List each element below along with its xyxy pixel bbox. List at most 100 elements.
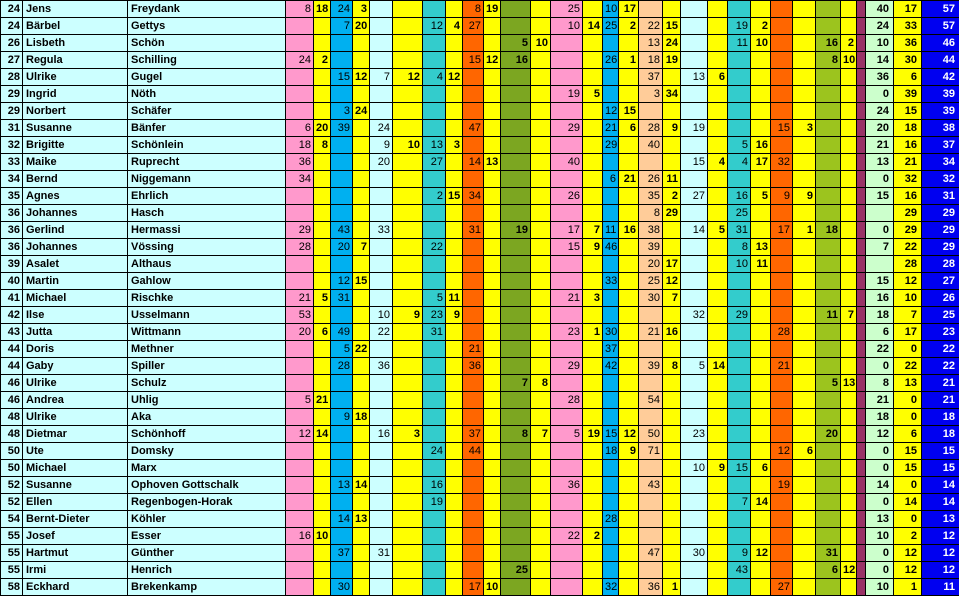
- round-score-cell[interactable]: [583, 154, 603, 171]
- round-score-cell[interactable]: [446, 273, 463, 290]
- round-score-cell[interactable]: [393, 494, 423, 511]
- round-score-cell[interactable]: [423, 256, 446, 273]
- total-points1-cell[interactable]: 10: [866, 35, 894, 52]
- round-score-cell[interactable]: [708, 18, 728, 35]
- round-score-cell[interactable]: [446, 375, 463, 392]
- round-score-cell[interactable]: [619, 528, 639, 545]
- total-sum-cell[interactable]: 21: [922, 392, 959, 409]
- round-score-cell[interactable]: [728, 358, 751, 375]
- round-score-cell[interactable]: [423, 103, 446, 120]
- round-score-cell[interactable]: [501, 409, 531, 426]
- round-score-cell[interactable]: [286, 35, 314, 52]
- round-score-cell[interactable]: [663, 511, 681, 528]
- rank-cell[interactable]: 40: [1, 273, 23, 290]
- round-score-cell[interactable]: [423, 409, 446, 426]
- round-score-cell[interactable]: [619, 273, 639, 290]
- round-score-cell[interactable]: 3: [331, 103, 353, 120]
- last-name-cell[interactable]: Henrich: [128, 562, 286, 579]
- total-points2-cell[interactable]: 29: [894, 222, 922, 239]
- round-score-cell[interactable]: [531, 222, 551, 239]
- round-score-cell[interactable]: [619, 545, 639, 562]
- round-score-cell[interactable]: [501, 188, 531, 205]
- round-score-cell[interactable]: [286, 460, 314, 477]
- total-sum-cell[interactable]: 15: [922, 460, 959, 477]
- round-score-cell[interactable]: [816, 324, 841, 341]
- round-score-cell[interactable]: [314, 375, 331, 392]
- round-score-cell[interactable]: [531, 358, 551, 375]
- round-score-cell[interactable]: [484, 511, 501, 528]
- rank-cell[interactable]: 44: [1, 358, 23, 375]
- round-score-cell[interactable]: [501, 528, 531, 545]
- round-score-cell[interactable]: [771, 205, 793, 222]
- round-score-cell[interactable]: [463, 137, 484, 154]
- round-score-cell[interactable]: [446, 392, 463, 409]
- total-points2-cell[interactable]: 0: [894, 477, 922, 494]
- round-score-cell[interactable]: [841, 545, 857, 562]
- total-sum-cell[interactable]: 21: [922, 375, 959, 392]
- round-score-cell[interactable]: [619, 375, 639, 392]
- round-score-cell[interactable]: [531, 460, 551, 477]
- round-score-cell[interactable]: 35: [639, 188, 663, 205]
- round-score-cell[interactable]: 19: [501, 222, 531, 239]
- round-score-cell[interactable]: [393, 171, 423, 188]
- rank-cell[interactable]: 52: [1, 477, 23, 494]
- total-points2-cell[interactable]: 0: [894, 409, 922, 426]
- round-score-cell[interactable]: [728, 273, 751, 290]
- round-score-cell[interactable]: 9: [663, 120, 681, 137]
- round-score-cell[interactable]: [446, 460, 463, 477]
- total-points2-cell[interactable]: 6: [894, 426, 922, 443]
- round-score-cell[interactable]: 16: [423, 477, 446, 494]
- total-points1-cell[interactable]: 0: [866, 443, 894, 460]
- round-score-cell[interactable]: [793, 171, 816, 188]
- round-score-cell[interactable]: [370, 562, 393, 579]
- round-score-cell[interactable]: 32: [681, 307, 708, 324]
- total-points2-cell[interactable]: 22: [894, 239, 922, 256]
- round-score-cell[interactable]: 18: [603, 443, 619, 460]
- first-name-cell[interactable]: Doris: [23, 341, 128, 358]
- round-score-cell[interactable]: [619, 494, 639, 511]
- last-name-cell[interactable]: Ophoven Gottschalk: [128, 477, 286, 494]
- round-score-cell[interactable]: [314, 154, 331, 171]
- total-points1-cell[interactable]: 0: [866, 86, 894, 103]
- total-points2-cell[interactable]: 17: [894, 1, 922, 18]
- round-score-cell[interactable]: [603, 545, 619, 562]
- round-score-cell[interactable]: [816, 290, 841, 307]
- round-score-cell[interactable]: [841, 205, 857, 222]
- round-score-cell[interactable]: [619, 392, 639, 409]
- round-score-cell[interactable]: [708, 324, 728, 341]
- total-points1-cell[interactable]: 0: [866, 358, 894, 375]
- round-score-cell[interactable]: [771, 545, 793, 562]
- round-score-cell[interactable]: [370, 273, 393, 290]
- round-score-cell[interactable]: [331, 171, 353, 188]
- round-score-cell[interactable]: 19: [771, 477, 793, 494]
- total-points2-cell[interactable]: 28: [894, 256, 922, 273]
- total-points1-cell[interactable]: 20: [866, 120, 894, 137]
- round-score-cell[interactable]: [531, 290, 551, 307]
- round-score-cell[interactable]: [793, 545, 816, 562]
- round-score-cell[interactable]: 16: [751, 137, 771, 154]
- round-score-cell[interactable]: [583, 35, 603, 52]
- round-score-cell[interactable]: [619, 324, 639, 341]
- round-score-cell[interactable]: 27: [463, 18, 484, 35]
- first-name-cell[interactable]: Eckhard: [23, 579, 128, 596]
- first-name-cell[interactable]: Johannes: [23, 239, 128, 256]
- round-score-cell[interactable]: [708, 256, 728, 273]
- round-score-cell[interactable]: [841, 528, 857, 545]
- round-score-cell[interactable]: [551, 443, 583, 460]
- total-sum-cell[interactable]: 18: [922, 426, 959, 443]
- last-name-cell[interactable]: Althaus: [128, 256, 286, 273]
- round-score-cell[interactable]: 10: [751, 35, 771, 52]
- round-score-cell[interactable]: [708, 290, 728, 307]
- round-score-cell[interactable]: [446, 1, 463, 18]
- round-score-cell[interactable]: 37: [639, 69, 663, 86]
- round-score-cell[interactable]: [663, 494, 681, 511]
- round-score-cell[interactable]: [393, 86, 423, 103]
- round-score-cell[interactable]: 7: [501, 375, 531, 392]
- round-score-cell[interactable]: [681, 18, 708, 35]
- total-points1-cell[interactable]: 10: [866, 528, 894, 545]
- round-score-cell[interactable]: [531, 188, 551, 205]
- round-score-cell[interactable]: [728, 86, 751, 103]
- round-score-cell[interactable]: [393, 511, 423, 528]
- round-score-cell[interactable]: [393, 205, 423, 222]
- last-name-cell[interactable]: Günther: [128, 545, 286, 562]
